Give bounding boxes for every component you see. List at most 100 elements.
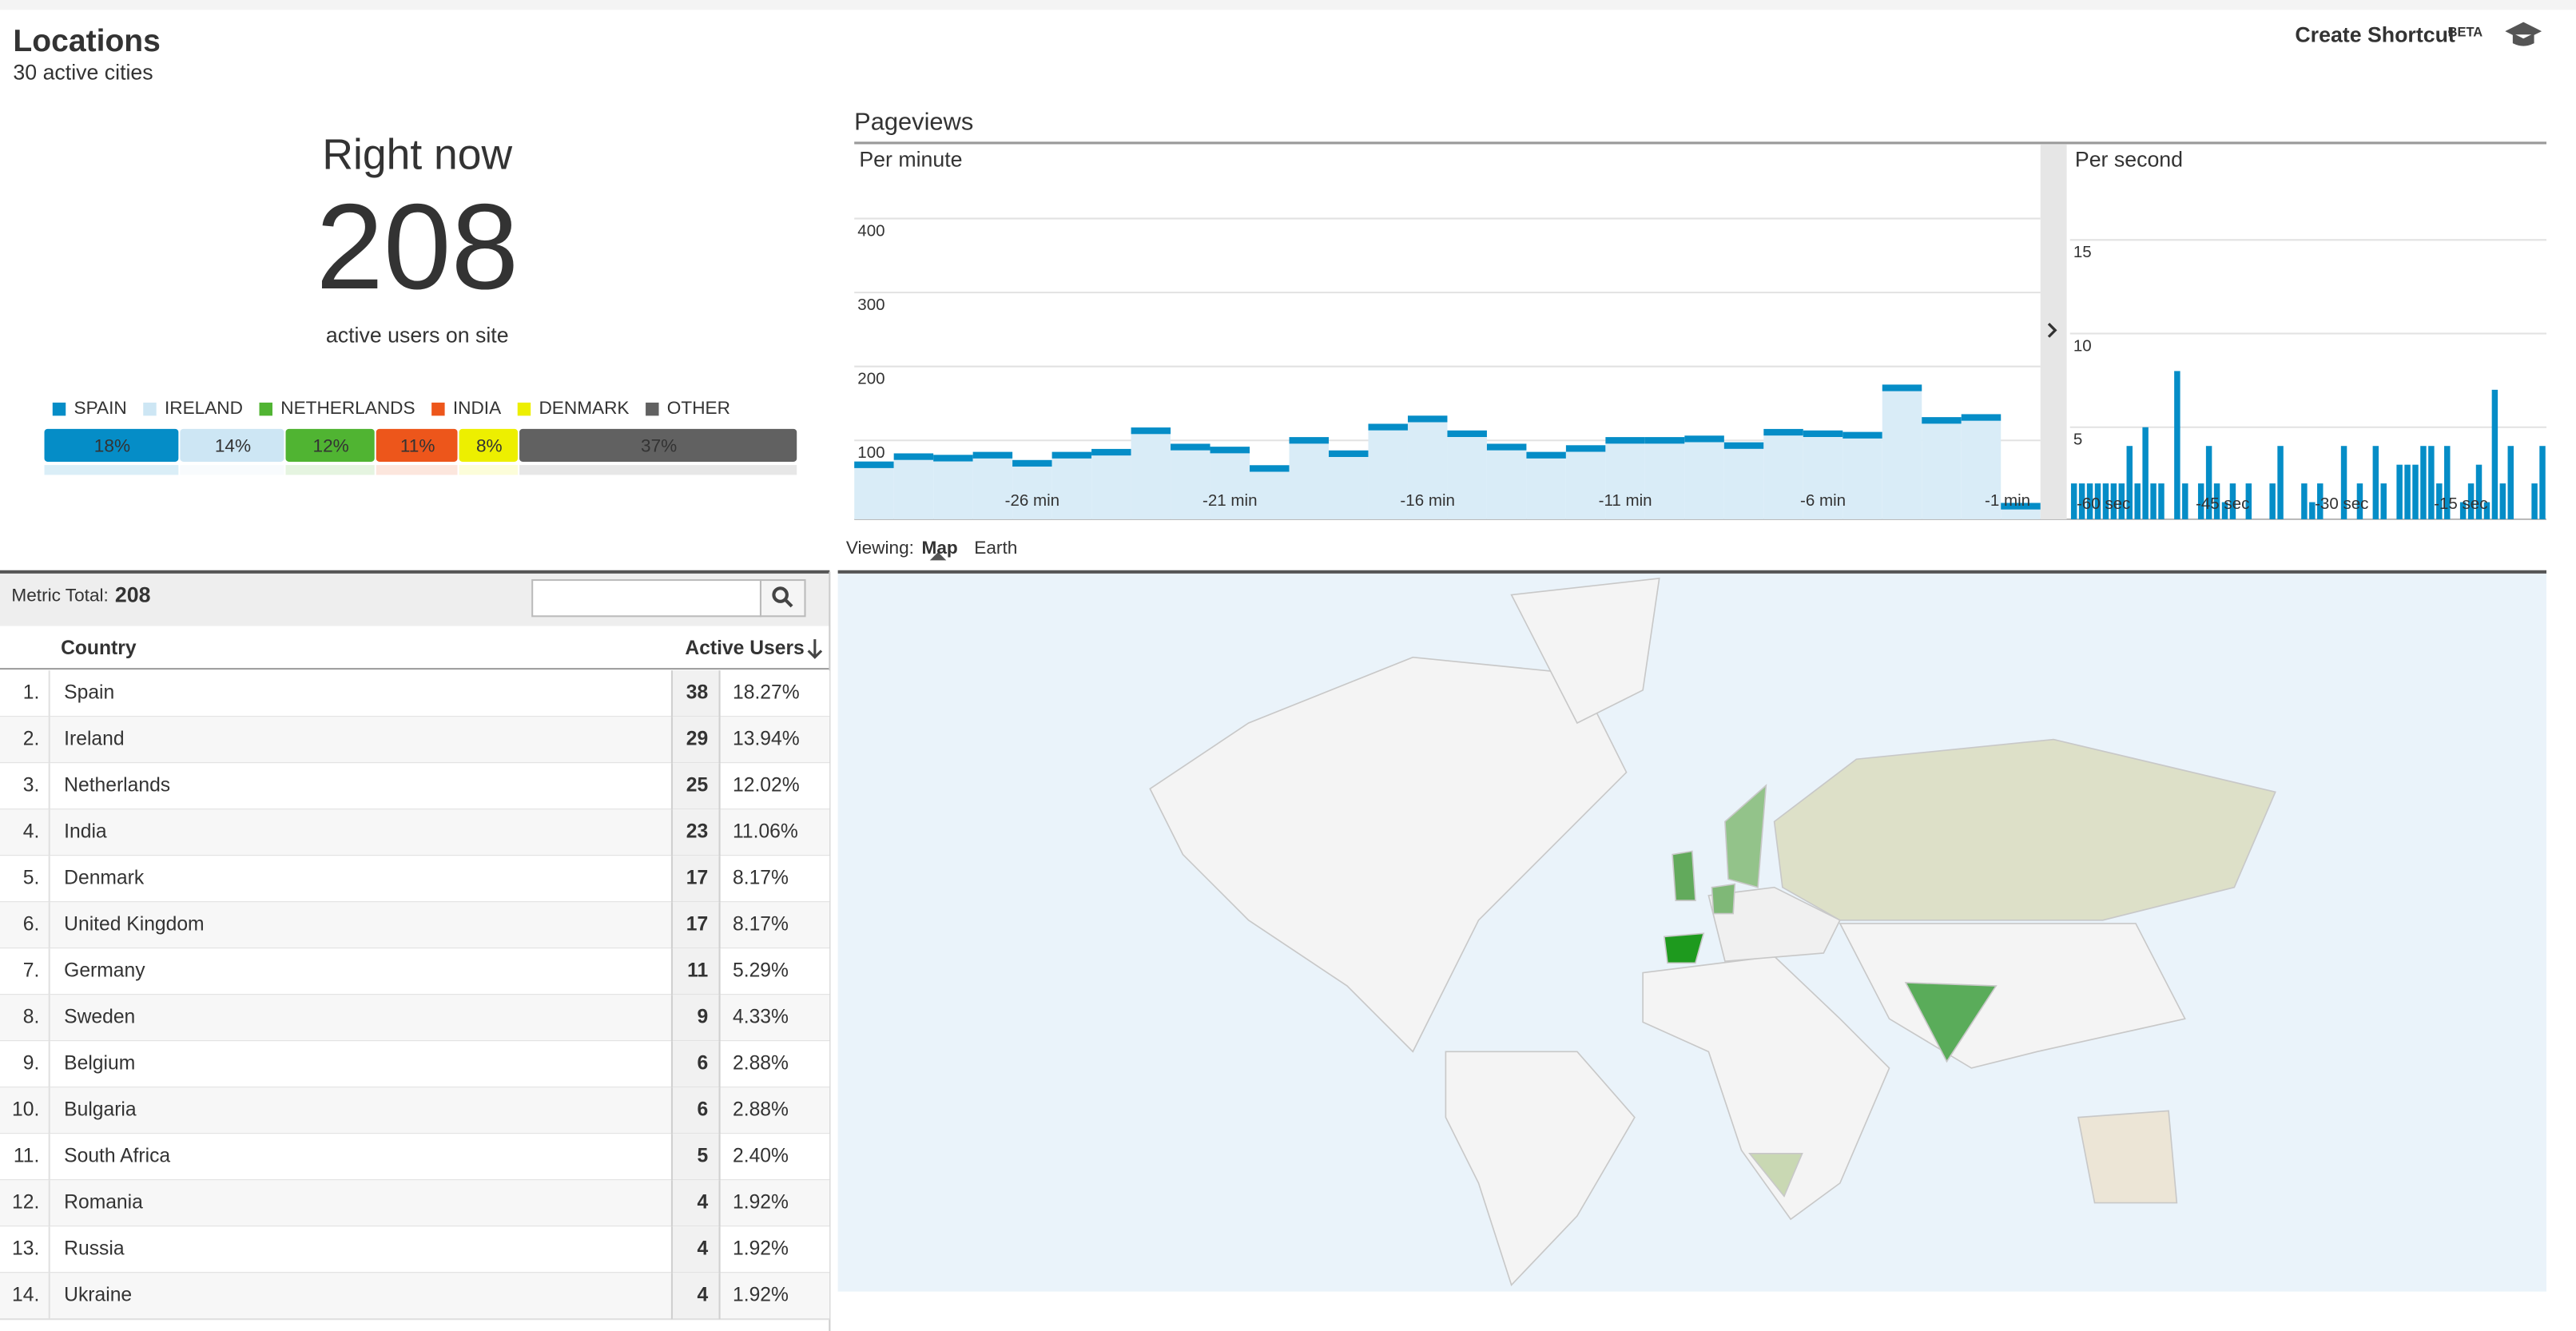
user-share: 13.94% [733, 729, 800, 750]
step-top [1565, 445, 1606, 452]
step-top [1171, 443, 1210, 451]
page-subtitle: 30 active cities [13, 61, 153, 85]
legend-swatch [259, 402, 272, 416]
bar [2380, 483, 2387, 519]
segment [459, 428, 519, 462]
country-link[interactable]: India [64, 821, 107, 843]
map-tab[interactable]: Map [921, 538, 957, 558]
bar [2396, 464, 2403, 519]
step-area [1131, 431, 1171, 519]
bar [2205, 446, 2212, 519]
active-users: 6 [697, 1053, 708, 1075]
legend-label: OTHER [667, 398, 730, 418]
country-link[interactable]: United Kingdom [64, 914, 204, 936]
users-cell [671, 1226, 720, 1273]
search-icon [772, 586, 789, 603]
create-shortcut[interactable]: Create Shortcut [2295, 22, 2455, 46]
south-africa [1748, 1153, 1803, 1198]
bar [2078, 483, 2085, 519]
active-users: 17 [686, 914, 708, 936]
segment-label: 37% [641, 435, 677, 455]
bar [2102, 483, 2109, 519]
active-users: 11 [687, 960, 708, 982]
segment-reflection [180, 465, 284, 475]
x-tick-label: -21 min [1203, 491, 1258, 510]
active-users: 9 [697, 1007, 708, 1028]
bar [2436, 483, 2443, 519]
chevron[interactable] [2047, 323, 2057, 338]
step-area [1763, 432, 1803, 519]
map-tab[interactable]: Earth [974, 538, 1017, 558]
chart-subtitle: Per second [2075, 148, 2183, 172]
row-rank: 14. [12, 1285, 39, 1306]
step-top [1210, 447, 1250, 454]
active-users: 4 [697, 1192, 708, 1214]
search-input[interactable] [531, 579, 762, 618]
step-top [1328, 450, 1369, 457]
step-top [1763, 428, 1803, 436]
step-area [854, 464, 894, 519]
row-rank: 3. [23, 775, 40, 797]
country-link[interactable]: Romania [64, 1192, 143, 1214]
sort-arrow[interactable] [807, 639, 823, 659]
active-users: 6 [697, 1099, 708, 1121]
legend-swatch [143, 402, 157, 416]
step-area [1882, 387, 1922, 519]
column-header[interactable]: Active Users [685, 638, 804, 659]
bar [2499, 483, 2506, 519]
y-tick-label: 15 [2073, 243, 2092, 261]
step-top [1407, 415, 1448, 423]
country-link[interactable]: Russia [64, 1238, 125, 1260]
x-tick-label: -15 sec [2434, 495, 2487, 513]
country-link[interactable]: Ukraine [64, 1285, 132, 1306]
step-area [1526, 455, 1566, 519]
academy-icon[interactable] [2505, 22, 2542, 46]
scandinavia [1724, 784, 1767, 888]
bar [2483, 502, 2491, 519]
user-share: 8.17% [733, 868, 789, 889]
users-cell [671, 1273, 720, 1320]
south-america [1445, 1051, 1636, 1286]
bar [2372, 446, 2379, 519]
africa [1642, 956, 1890, 1221]
bar [2142, 427, 2149, 519]
metric-total: 208 [115, 583, 151, 607]
legend-swatch [646, 402, 659, 416]
bar [2245, 483, 2252, 519]
segment-reflection [519, 465, 797, 475]
page-title: Locations [13, 24, 160, 58]
country-link[interactable]: Sweden [64, 1007, 135, 1028]
row-rank: 8. [23, 1007, 40, 1028]
row-rank: 7. [23, 960, 40, 982]
country-link[interactable]: Spain [64, 682, 114, 704]
bar [2475, 464, 2483, 519]
segment-reflection [44, 465, 179, 475]
column-header[interactable]: Country [61, 638, 137, 659]
step-top [1803, 430, 1843, 438]
users-cell [671, 902, 720, 949]
row-rank: 5. [23, 868, 40, 889]
country-link[interactable]: Denmark [64, 868, 145, 889]
step-top [1486, 443, 1527, 451]
legend-label: NETHERLANDS [280, 398, 415, 418]
y-tick-label: 5 [2073, 431, 2082, 449]
country-link[interactable]: Netherlands [64, 775, 170, 797]
country-link[interactable]: Germany [64, 960, 145, 982]
search-button[interactable] [759, 579, 806, 618]
country-link[interactable]: Ireland [64, 729, 124, 750]
segment-label: 14% [215, 435, 251, 455]
spain [1663, 932, 1705, 964]
country-link[interactable]: Belgium [64, 1053, 135, 1075]
country-link[interactable]: South Africa [64, 1146, 170, 1167]
step-area [1289, 440, 1329, 519]
map-area[interactable] [837, 571, 2546, 1292]
step-area [1328, 453, 1369, 519]
country-link[interactable]: Bulgaria [64, 1099, 137, 1121]
step-area [1091, 452, 1131, 519]
bar [2444, 446, 2451, 519]
search-icon-handle [784, 598, 793, 608]
legend-swatch [517, 402, 531, 416]
segment-reflection [285, 465, 375, 475]
legend-label: DENMARK [539, 398, 629, 418]
